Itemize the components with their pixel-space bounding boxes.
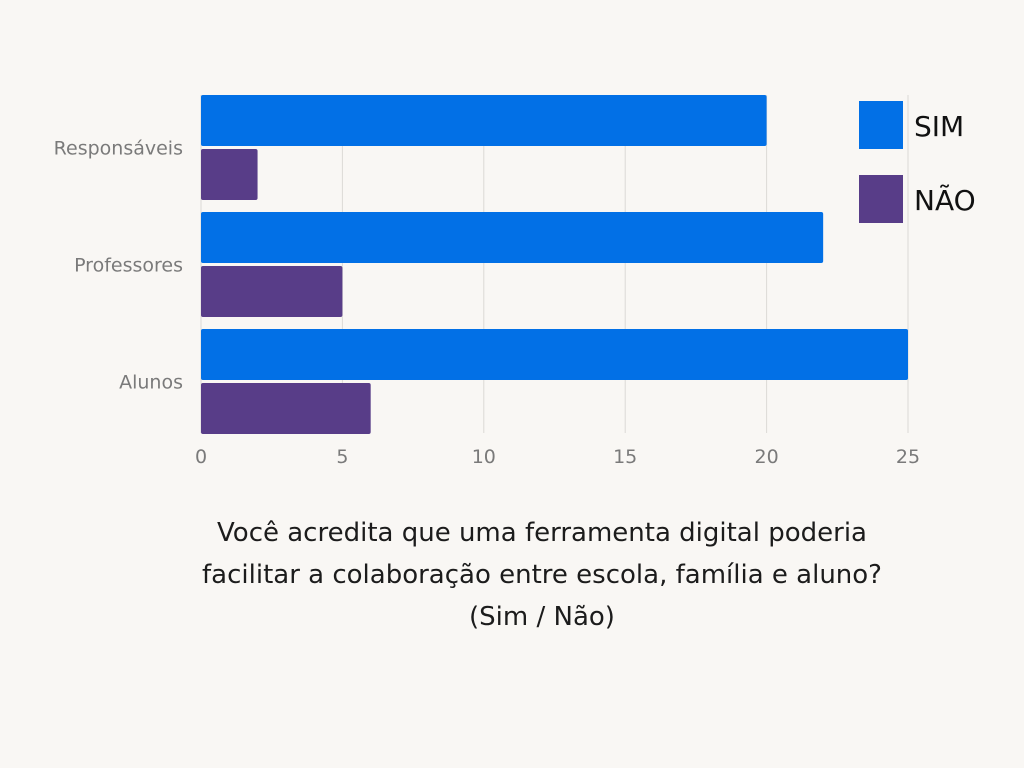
chart-caption: Você acredita que uma ferramenta digital…	[112, 512, 972, 638]
bar-nao-professores	[201, 266, 343, 317]
bars	[201, 95, 908, 434]
bar-nao-alunos	[201, 383, 371, 434]
bar-nao-responsáveis	[201, 149, 258, 200]
legend-label-nao: NÃO	[914, 184, 976, 217]
category-label-1: Professores	[74, 255, 183, 277]
legend: SIM NÃO	[859, 101, 976, 223]
x-tick-0: 0	[195, 446, 207, 468]
x-tick-10: 10	[472, 446, 496, 468]
caption-line-2: facilitar a colaboração entre escola, fa…	[202, 560, 882, 590]
caption-line-1: Você acredita que uma ferramenta digital…	[217, 518, 867, 548]
bar-sim-alunos	[201, 329, 908, 380]
x-tick-labels: 0 5 10 15 20 25	[195, 446, 920, 468]
legend-swatch-sim	[859, 101, 903, 149]
bar-sim-responsáveis	[201, 95, 767, 146]
bar-chart: Responsáveis Professores Alunos 0 5 10 15 20 25…	[54, 95, 976, 468]
category-label-2: Alunos	[119, 372, 183, 394]
x-tick-25: 25	[896, 446, 920, 468]
category-label-0: Responsáveis	[54, 138, 183, 160]
category-labels: Responsáveis Professores Alunos	[54, 138, 183, 394]
legend-label-sim: SIM	[914, 110, 964, 143]
x-tick-5: 5	[336, 446, 348, 468]
caption-line-3: (Sim / Não)	[469, 602, 615, 632]
legend-swatch-nao	[859, 175, 903, 223]
x-tick-15: 15	[613, 446, 637, 468]
x-tick-20: 20	[755, 446, 779, 468]
bar-sim-professores	[201, 212, 824, 263]
